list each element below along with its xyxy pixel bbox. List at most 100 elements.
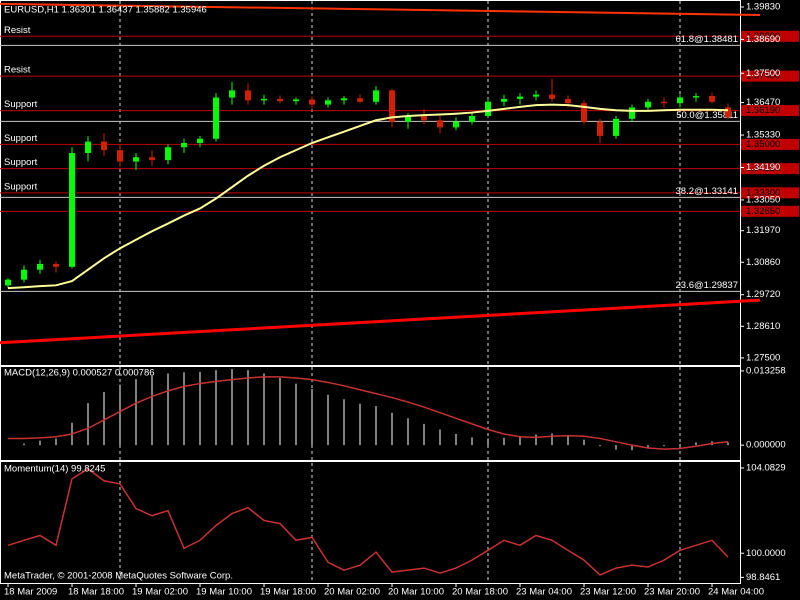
level-text: Support	[4, 99, 38, 110]
level-text: Resist	[4, 25, 31, 36]
candle-body	[725, 107, 731, 118]
fibo-label: 23.6@1.29837	[676, 280, 738, 291]
candle-body	[245, 90, 251, 101]
momentum-panel	[0, 461, 741, 584]
candle-body	[117, 150, 123, 162]
y-tick-label: 1.34190	[746, 162, 780, 173]
candle-body	[133, 157, 139, 162]
candle-body	[645, 101, 651, 108]
candle-body	[213, 97, 219, 139]
y-tick-label: 1.30860	[746, 257, 780, 268]
candle-body	[165, 147, 171, 161]
x-tick-label: 20 Mar 10:00	[388, 587, 444, 598]
candle-body	[85, 141, 91, 153]
candle-body	[677, 97, 683, 104]
x-tick-label: 23 Mar 20:00	[644, 587, 700, 598]
candle-body	[149, 157, 155, 161]
signal-line	[8, 376, 729, 450]
x-tick-label: 19 Mar 02:00	[132, 587, 188, 598]
x-tick-label: 23 Mar 12:00	[580, 587, 636, 598]
fibo-label: 50.0@1.35811	[676, 110, 738, 121]
chart-title: EURUSD,H1 1.36301 1.36437 1.35882 1.3594…	[4, 5, 207, 16]
candle-body	[469, 115, 475, 122]
candle-body	[613, 118, 619, 136]
candle-body	[533, 94, 539, 97]
level-tag	[741, 187, 799, 199]
level-tag-label: 1.37400	[746, 71, 780, 82]
x-tick-label: 18 Mar 18:00	[68, 587, 124, 598]
y-tick-label: 0.013258	[746, 365, 786, 376]
candle-body	[277, 98, 283, 102]
candle-body	[421, 115, 427, 121]
price-panel	[0, 0, 741, 366]
y-tick-label: 1.36470	[746, 97, 780, 108]
level-text: Support	[4, 157, 38, 168]
level-tag	[741, 30, 799, 42]
level-tag	[741, 105, 799, 117]
y-tick-label: 1.38690	[746, 34, 780, 45]
candle-body	[325, 100, 331, 105]
candle-body	[565, 98, 571, 104]
level-tag-label: 1.33300	[746, 187, 780, 198]
level-tag	[741, 163, 799, 175]
level-tag-label: 1.34150	[746, 163, 780, 174]
candle-body	[373, 90, 379, 102]
candle-body	[21, 269, 27, 280]
candle-body	[517, 96, 523, 99]
y-tick-label: 1.33050	[746, 194, 780, 205]
candle-body	[261, 98, 267, 101]
level-text: Support	[4, 133, 38, 144]
candle-body	[69, 152, 75, 267]
x-tick-label: 23 Mar 04:00	[516, 587, 572, 598]
candle-body	[629, 107, 635, 119]
candle-body	[293, 99, 299, 102]
candle-body	[405, 115, 411, 122]
y-tick-label: 1.28610	[746, 321, 780, 332]
candle-body	[437, 120, 443, 128]
macd-title: MACD(12,26,9) 0.000527 0.000786	[4, 368, 155, 379]
candle-body	[581, 103, 587, 122]
momentum-line	[7, 467, 729, 576]
candle-body	[501, 98, 507, 102]
candle-body	[357, 98, 363, 102]
candle-body	[101, 141, 107, 151]
footer: MetaTrader, © 2001-2008 MetaQuotes Softw…	[4, 571, 233, 582]
candle-body	[37, 263, 43, 270]
candle-body	[229, 90, 235, 98]
x-tick-label: 24 Mar 04:00	[708, 587, 764, 598]
y-tick-label: 1.29720	[746, 289, 780, 300]
candle-body	[53, 263, 59, 267]
y-tick-label: 1.35330	[746, 130, 780, 141]
y-tick-label: 1.37500	[746, 68, 780, 79]
x-tick-label: 20 Mar 18:00	[452, 587, 508, 598]
moving-average	[7, 103, 729, 290]
level-tag	[741, 205, 799, 217]
level-tag-label: 1.36190	[746, 105, 780, 116]
candle-body	[5, 279, 11, 286]
candle-body	[453, 121, 459, 128]
macd-panel	[0, 366, 741, 461]
y-tick-label: 0.000000	[746, 440, 786, 451]
trendline	[0, 298, 761, 345]
x-tick-label: 18 Mar 2009	[4, 587, 57, 598]
x-tick-label: 19 Mar 10:00	[196, 587, 252, 598]
level-text: Resist	[4, 65, 31, 76]
y-tick-label: 1.39830	[746, 1, 780, 12]
level-tag-label: 1.32650	[746, 206, 780, 217]
level-tag	[741, 138, 799, 150]
x-tick-label: 20 Mar 02:00	[324, 587, 380, 598]
y-tick-label: 1.27500	[746, 352, 780, 363]
candle-body	[709, 96, 715, 102]
y-tick-label: 98.8461	[746, 572, 780, 583]
fibo-label: 61.8@1.38481	[676, 34, 738, 45]
candle-body	[693, 96, 699, 98]
level-tag-label: 1.38800	[746, 31, 780, 42]
y-tick-label: 100.0000	[746, 548, 786, 559]
candle-body	[181, 143, 187, 148]
momentum-title: Momentum(14) 99.8245	[4, 464, 105, 475]
y-tick-label: 104.0829	[746, 462, 786, 473]
candle-body	[485, 101, 491, 116]
